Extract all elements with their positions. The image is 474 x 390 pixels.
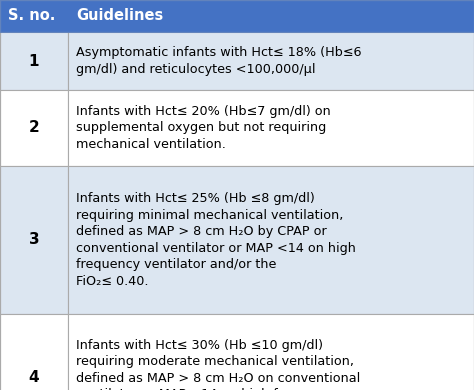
- Bar: [0, 0, 474, 32]
- Text: S. no.: S. no.: [8, 9, 55, 23]
- Bar: [68, 314, 474, 390]
- Text: 2: 2: [28, 121, 39, 135]
- Bar: [68, 32, 474, 90]
- Bar: [68, 0, 474, 32]
- Bar: [0, 166, 68, 314]
- Bar: [0, 314, 68, 390]
- Text: 1: 1: [29, 53, 39, 69]
- Text: 3: 3: [29, 232, 39, 248]
- Bar: [0, 32, 68, 90]
- Text: Asymptomatic infants with Hct≤ 18% (Hb≤6
gm/dl) and reticulocytes <100,000/μl: Asymptomatic infants with Hct≤ 18% (Hb≤6…: [76, 46, 362, 76]
- Text: 4: 4: [29, 370, 39, 385]
- Bar: [0, 0, 68, 32]
- Text: Infants with Hct≤ 20% (Hb≤7 gm/dl) on
supplemental oxygen but not requiring
mech: Infants with Hct≤ 20% (Hb≤7 gm/dl) on su…: [76, 105, 331, 151]
- Text: Guidelines: Guidelines: [76, 9, 163, 23]
- Bar: [0, 90, 68, 166]
- Text: Infants with Hct≤ 30% (Hb ≤10 gm/dl)
requiring moderate mechanical ventilation,
: Infants with Hct≤ 30% (Hb ≤10 gm/dl) req…: [76, 339, 360, 390]
- Text: Infants with Hct≤ 25% (Hb ≤8 gm/dl)
requiring minimal mechanical ventilation,
de: Infants with Hct≤ 25% (Hb ≤8 gm/dl) requ…: [76, 192, 356, 288]
- Bar: [68, 166, 474, 314]
- Bar: [68, 90, 474, 166]
